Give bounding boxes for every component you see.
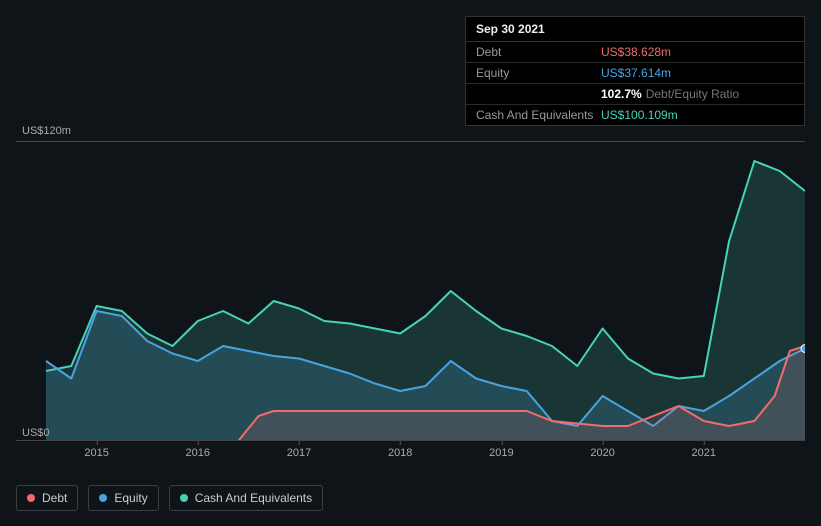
legend-label: Debt: [42, 491, 67, 505]
x-axis-tick: 2017: [287, 447, 311, 459]
y-axis-min-label: US$0: [22, 427, 50, 439]
tooltip-label-blank: [476, 87, 601, 101]
x-axis-tick: 2015: [84, 447, 108, 459]
legend-dot-icon: [27, 494, 35, 502]
tooltip-row: EquityUS$37.614m: [466, 63, 804, 84]
tooltip-label: Equity: [476, 66, 601, 80]
x-axis-tick: 2016: [186, 447, 210, 459]
legend-item[interactable]: Cash And Equivalents: [169, 485, 323, 511]
x-axis: 2015 2016 2017 2018 2019 2020 2021: [16, 447, 805, 467]
tooltip-row: DebtUS$38.628m: [466, 42, 804, 63]
tooltip-row: Cash And EquivalentsUS$100.109m: [466, 105, 804, 125]
chart-legend: Debt Equity Cash And Equivalents: [16, 485, 805, 511]
tooltip-value: US$38.628m: [601, 45, 671, 59]
legend-dot-icon: [99, 494, 107, 502]
legend-dot-icon: [180, 494, 188, 502]
data-tooltip: Sep 30 2021 DebtUS$38.628mEquityUS$37.61…: [465, 16, 805, 126]
x-axis-tick: 2020: [590, 447, 614, 459]
tooltip-ratio: 102.7%Debt/Equity Ratio: [601, 87, 739, 101]
tooltip-label: Cash And Equivalents: [476, 108, 601, 122]
x-axis-tick: 2019: [489, 447, 513, 459]
x-axis-tick: 2018: [388, 447, 412, 459]
tooltip-date: Sep 30 2021: [466, 17, 804, 42]
tooltip-row: 102.7%Debt/Equity Ratio: [466, 84, 804, 105]
series-end-marker: [801, 345, 805, 353]
tooltip-label: Debt: [476, 45, 601, 59]
legend-label: Cash And Equivalents: [195, 491, 312, 505]
legend-item[interactable]: Debt: [16, 485, 78, 511]
legend-item[interactable]: Equity: [88, 485, 158, 511]
y-axis-max-label: US$120m: [22, 125, 805, 137]
legend-label: Equity: [114, 491, 147, 505]
gridline-top: [16, 141, 805, 142]
gridline-bottom: [16, 440, 805, 441]
chart-plot-area: US$0: [16, 141, 805, 441]
x-axis-tick: 2021: [692, 447, 716, 459]
chart-container: US$120m US$0 2015 2016 2017 2018 2019 2020 202…: [16, 125, 805, 511]
tooltip-value: US$37.614m: [601, 66, 671, 80]
chart-svg: [16, 141, 805, 441]
tooltip-value: US$100.109m: [601, 108, 678, 122]
